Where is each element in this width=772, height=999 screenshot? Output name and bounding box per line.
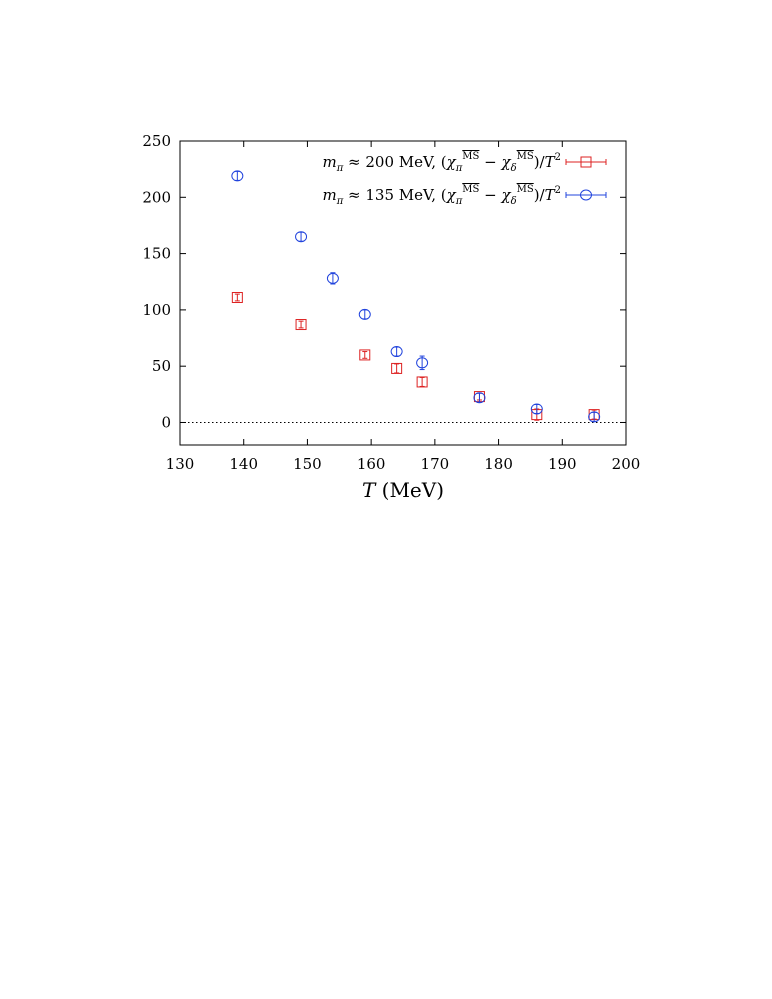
data-point-square [295, 319, 307, 331]
x-tick-label: 150 [293, 455, 322, 473]
legend-label-series-2: mπ ≈ 135 MeV, (χπMS − χδMS)/T2 [322, 184, 561, 207]
plot-frame [179, 140, 627, 446]
data-marks [231, 170, 601, 423]
y-tick-label: 150 [142, 245, 171, 263]
data-point-square [359, 349, 371, 361]
legend-marker-circle [565, 189, 607, 201]
data-point-circle [530, 403, 543, 415]
data-point-circle [588, 411, 601, 423]
data-point-square [416, 376, 428, 388]
y-tick-label: 250 [142, 132, 171, 150]
legend: mπ ≈ 200 MeV, (χπMS − χδMS)/T2 mπ ≈ 135 … [322, 151, 607, 207]
data-point-square [231, 292, 243, 304]
axis-ticks: 130 140 150 160 170 180 190 200 0 50 100 150 200 250 [142, 132, 640, 473]
data-point-circle [473, 392, 486, 404]
legend-marker [580, 189, 592, 201]
x-axis-title: T (MeV) [362, 478, 444, 502]
x-tick-label: 160 [357, 455, 386, 473]
x-tick-label: 170 [421, 455, 450, 473]
data-point-circle [326, 272, 339, 284]
data-point-circle [358, 308, 371, 320]
data-point-square [391, 362, 403, 374]
legend-marker [580, 156, 592, 168]
data-point-circle [390, 346, 403, 358]
x-tick-label: 200 [612, 455, 641, 473]
legend-marker-square [565, 156, 607, 168]
y-tick-label: 200 [142, 188, 171, 206]
data-point-circle [295, 231, 308, 243]
data-point-circle [231, 170, 244, 182]
y-tick-label: 0 [161, 413, 171, 431]
x-tick-label: 130 [166, 455, 195, 473]
y-tick-label: 100 [142, 301, 171, 319]
x-tick-label: 190 [548, 455, 577, 473]
x-tick-label: 180 [484, 455, 513, 473]
data-point-circle [416, 357, 429, 369]
x-tick-label: 140 [229, 455, 258, 473]
y-tick-label: 50 [152, 357, 171, 375]
legend-label-series-1: mπ ≈ 200 MeV, (χπMS − χδMS)/T2 [322, 151, 561, 174]
